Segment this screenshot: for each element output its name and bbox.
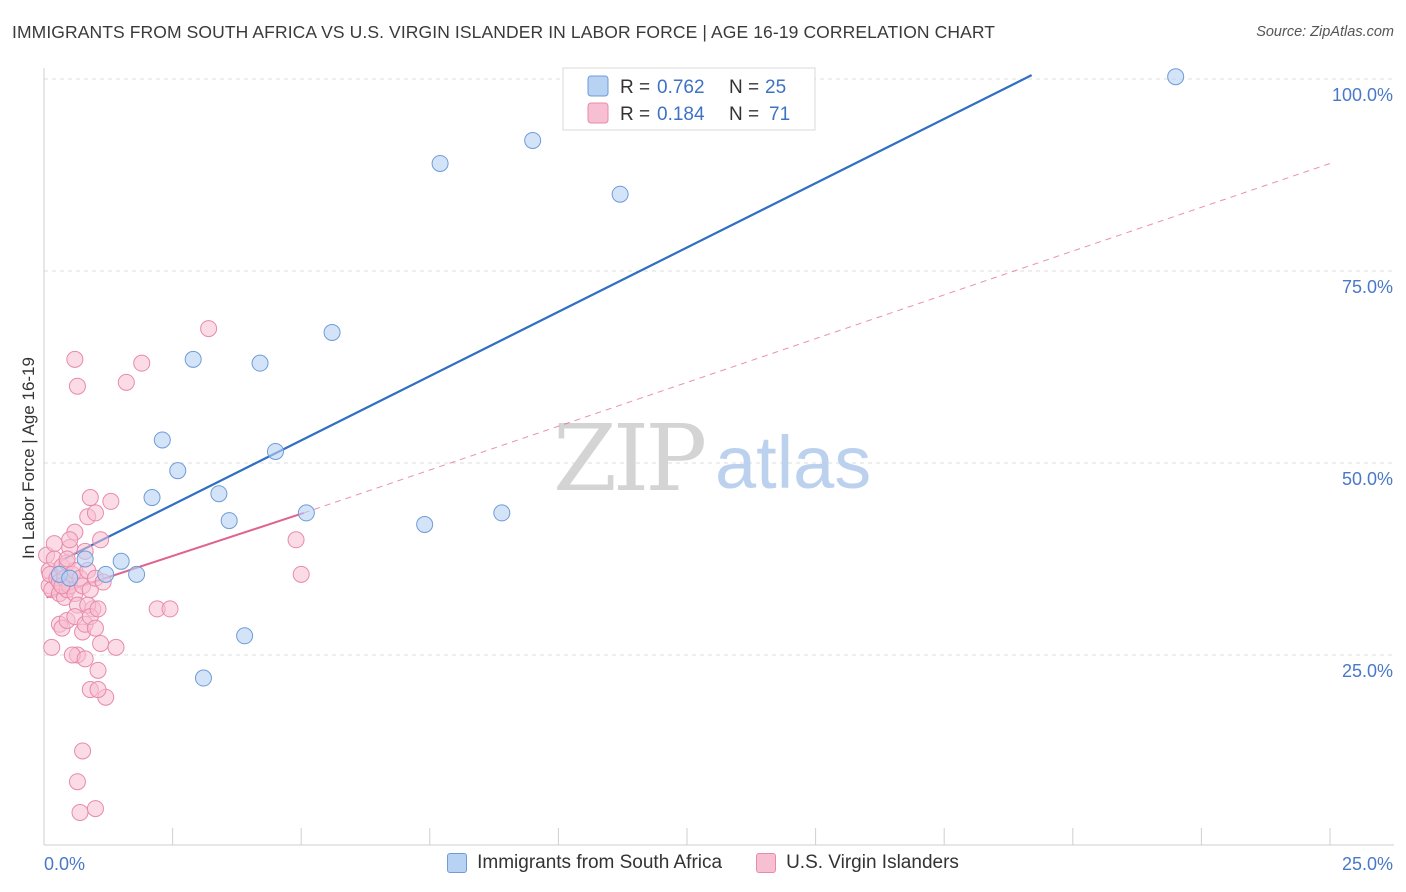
y-tick-label-2: 75.0%	[1342, 277, 1393, 297]
point-pink-59	[66, 350, 84, 368]
bottom-legend-swatch-pink	[756, 853, 777, 873]
trend-line-blue	[58, 74, 1033, 563]
point-blue-5	[128, 565, 146, 583]
watermark-zip: ZIP	[553, 405, 704, 512]
point-blue-4	[112, 552, 130, 570]
trend-lines	[46, 74, 1331, 599]
point-pink-39	[89, 600, 107, 618]
point-pink-64	[161, 600, 179, 618]
point-pink-68	[61, 531, 79, 549]
point-pink-62	[133, 354, 151, 372]
watermark: ZIP atlas	[553, 405, 871, 512]
y-tick-label-3: 100.0%	[1332, 85, 1393, 105]
point-pink-65	[200, 320, 218, 338]
point-blue-9	[184, 350, 202, 368]
legend-n-value-pink: 71	[769, 104, 790, 125]
point-pink-41	[76, 650, 94, 668]
legend-swatch-blue	[587, 75, 609, 97]
point-blue-21	[524, 131, 542, 149]
point-pink-50	[86, 800, 104, 818]
legend: R = 0.762 N = 25 R = 0.184 N = 71	[562, 67, 816, 131]
legend-r-value-blue: 0.762	[657, 77, 705, 98]
point-pink-61	[117, 373, 135, 391]
trend-line-pink-extended	[303, 163, 1331, 514]
legend-swatch-pink	[587, 102, 609, 124]
axes	[43, 68, 1394, 846]
y-axis-label: In Labor Force | Age 16-19	[19, 357, 38, 559]
legend-r-label-blue: R =	[620, 77, 650, 98]
tick-labels: 25.0% 50.0% 75.0% 100.0% 0.0% 25.0%	[44, 85, 1393, 874]
bottom-legend-swatch-blue	[447, 853, 468, 873]
point-blue-14	[251, 354, 269, 372]
point-blue-3	[97, 565, 115, 583]
point-blue-7	[153, 431, 171, 449]
source-label: Source: ZipAtlas.com	[1256, 24, 1394, 40]
point-pink-60	[68, 377, 86, 395]
point-pink-55	[92, 531, 110, 549]
point-blue-17	[323, 323, 341, 341]
point-pink-6	[45, 535, 63, 553]
point-blue-1	[61, 569, 79, 587]
point-pink-5	[43, 638, 61, 656]
point-blue-8	[169, 462, 187, 480]
point-blue-18	[416, 515, 434, 533]
point-blue-6	[143, 489, 161, 507]
point-blue-15	[266, 442, 284, 460]
point-blue-12	[220, 512, 238, 530]
legend-n-value-blue: 25	[765, 77, 786, 98]
legend-r-value-pink: 0.184	[657, 104, 705, 125]
legend-n-label-pink: N =	[729, 104, 759, 125]
legend-r-label-pink: R =	[620, 104, 650, 125]
point-blue-22	[611, 185, 629, 203]
point-pink-67	[292, 565, 310, 583]
point-blue-2	[76, 550, 94, 568]
point-pink-46	[89, 681, 107, 699]
point-blue-20	[493, 504, 511, 522]
point-blue-10	[194, 669, 212, 687]
point-blue-16	[297, 504, 315, 522]
point-pink-53	[81, 489, 99, 507]
series-us-virgin-islanders	[38, 320, 310, 821]
legend-n-label-blue: N =	[729, 77, 759, 98]
point-pink-66	[287, 531, 305, 549]
point-pink-54	[86, 504, 104, 522]
bottom-legend: Immigrants from South Africa U.S. Virgin…	[0, 852, 1406, 874]
point-pink-48	[68, 773, 86, 791]
bottom-legend-label-virgin-islanders: U.S. Virgin Islanders	[786, 852, 959, 873]
y-tick-label-1: 50.0%	[1342, 469, 1393, 489]
bottom-legend-item-virgin-islanders: U.S. Virgin Islanders	[756, 852, 959, 874]
point-blue-19	[431, 154, 449, 172]
point-blue-23	[1167, 68, 1185, 86]
point-pink-69	[58, 550, 76, 568]
series-immigrants-south-africa	[50, 68, 1185, 687]
point-pink-49	[71, 803, 89, 821]
point-pink-58	[107, 638, 125, 656]
point-pink-43	[89, 661, 107, 679]
point-blue-11	[210, 485, 228, 503]
watermark-atlas: atlas	[715, 421, 871, 504]
chart-title: IMMIGRANTS FROM SOUTH AFRICA VS U.S. VIR…	[12, 22, 996, 42]
bottom-legend-item-south-africa: Immigrants from South Africa	[447, 852, 722, 874]
point-pink-44	[92, 634, 110, 652]
point-blue-13	[236, 627, 254, 645]
x-tick-label-0: 0.0%	[44, 854, 85, 874]
point-pink-47	[74, 742, 92, 760]
y-tick-label-0: 25.0%	[1342, 661, 1393, 681]
point-pink-57	[102, 492, 120, 510]
point-pink-38	[86, 619, 104, 637]
x-tick-label-1: 25.0%	[1342, 854, 1393, 874]
bottom-legend-label-south-africa: Immigrants from South Africa	[477, 852, 723, 873]
grid-lines	[44, 78, 1394, 656]
